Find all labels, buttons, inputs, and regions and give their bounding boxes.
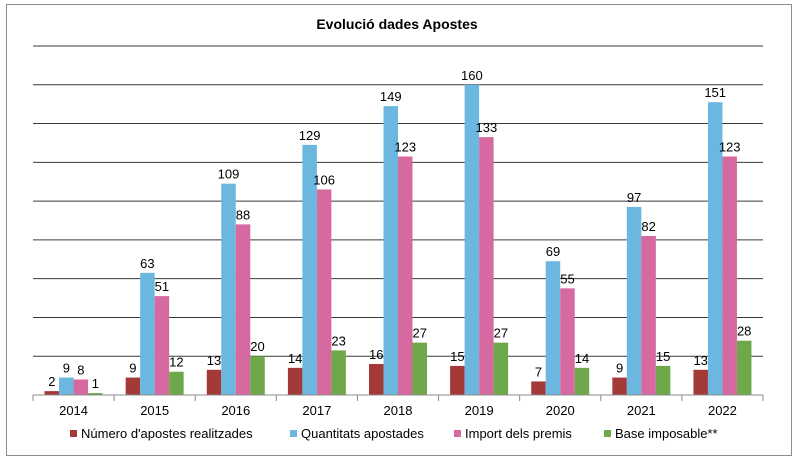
bar xyxy=(73,379,89,395)
x-tick-label: 2016 xyxy=(221,403,250,418)
data-label: 1 xyxy=(92,376,99,391)
data-label: 16 xyxy=(369,347,383,362)
legend-entry: Número d'apostes realitzades xyxy=(81,426,253,441)
data-label: 63 xyxy=(140,256,154,271)
bar xyxy=(88,393,103,395)
bar xyxy=(693,369,708,395)
data-label: 51 xyxy=(155,279,169,294)
data-label: 69 xyxy=(546,244,560,259)
bar xyxy=(479,137,494,395)
bar xyxy=(398,156,413,395)
bar xyxy=(493,342,509,395)
data-label: 123 xyxy=(719,140,741,155)
bar xyxy=(125,377,141,395)
bar xyxy=(626,206,642,395)
legend-swatch xyxy=(604,430,611,437)
bar xyxy=(464,84,480,396)
data-label: 9 xyxy=(129,361,136,376)
x-tick-label: 2022 xyxy=(708,403,737,418)
x-tick-label: 2018 xyxy=(384,403,413,418)
data-label: 12 xyxy=(169,355,183,370)
bar xyxy=(369,363,384,395)
bar xyxy=(722,156,737,395)
data-label: 151 xyxy=(704,85,726,100)
data-label: 13 xyxy=(207,353,221,368)
bar xyxy=(736,340,752,395)
bar xyxy=(545,261,561,395)
data-label: 14 xyxy=(288,351,302,366)
data-label: 27 xyxy=(413,326,427,341)
data-label: 88 xyxy=(236,207,250,222)
bar xyxy=(154,296,170,395)
bar xyxy=(302,144,317,395)
bar xyxy=(412,342,427,395)
legend-swatch xyxy=(290,430,297,437)
data-label: 13 xyxy=(693,353,707,368)
data-label: 9 xyxy=(63,361,70,376)
data-label: 8 xyxy=(77,362,84,377)
x-axis: 2014 2015 2016 2017 2018 2019 2020 2021 2022 xyxy=(32,394,764,418)
bar xyxy=(383,106,398,395)
data-label: 14 xyxy=(575,351,589,366)
data-label: 7 xyxy=(535,364,542,379)
data-label: 9 xyxy=(616,361,623,376)
data-label: 160 xyxy=(461,68,483,83)
bar xyxy=(287,367,303,395)
bars xyxy=(44,84,752,396)
legend: Número d'apostes realitzades Quantitats a… xyxy=(70,426,718,441)
legend-swatch xyxy=(454,430,461,437)
x-tick-label: 2017 xyxy=(302,403,331,418)
data-label: 2 xyxy=(48,374,55,389)
data-label: 15 xyxy=(656,349,670,364)
data-label: 15 xyxy=(450,349,464,364)
legend-entry: Base imposable** xyxy=(615,426,718,441)
x-tick-label: 2015 xyxy=(140,403,169,418)
legend-swatch xyxy=(70,430,77,437)
x-tick-label: 2014 xyxy=(59,403,88,418)
bar xyxy=(612,377,627,395)
data-label: 109 xyxy=(218,167,240,182)
bar xyxy=(59,377,74,395)
bar xyxy=(560,288,575,395)
bar xyxy=(250,356,265,395)
data-label: 129 xyxy=(299,128,321,143)
bar xyxy=(221,183,236,395)
bar xyxy=(44,391,60,395)
chart-title: Evolució dades Apostes xyxy=(316,16,478,32)
bar xyxy=(574,367,590,395)
data-label: 133 xyxy=(476,120,498,135)
x-tick-label: 2021 xyxy=(627,403,656,418)
x-tick-label: 2020 xyxy=(546,403,575,418)
bar xyxy=(316,189,332,395)
data-label: 28 xyxy=(737,324,751,339)
bar xyxy=(169,371,184,395)
data-label: 27 xyxy=(494,326,508,341)
bar xyxy=(331,350,346,395)
data-label: 149 xyxy=(380,89,402,104)
bar xyxy=(531,381,546,395)
data-label: 123 xyxy=(394,140,416,155)
bar xyxy=(707,102,723,395)
data-label: 82 xyxy=(641,219,655,234)
data-label: 106 xyxy=(313,172,335,187)
bar xyxy=(655,365,671,395)
bar xyxy=(140,272,155,395)
x-tick-label: 2019 xyxy=(465,403,494,418)
bar xyxy=(641,236,656,395)
bar xyxy=(206,369,222,395)
data-label: 55 xyxy=(560,271,574,286)
bar xyxy=(450,365,465,395)
data-label: 23 xyxy=(331,333,345,348)
legend-entry: Quantitats apostades xyxy=(301,426,424,441)
data-label: 97 xyxy=(627,190,641,205)
data-label: 20 xyxy=(250,339,264,354)
bar xyxy=(235,224,251,395)
legend-entry: Import dels premis xyxy=(465,426,572,441)
